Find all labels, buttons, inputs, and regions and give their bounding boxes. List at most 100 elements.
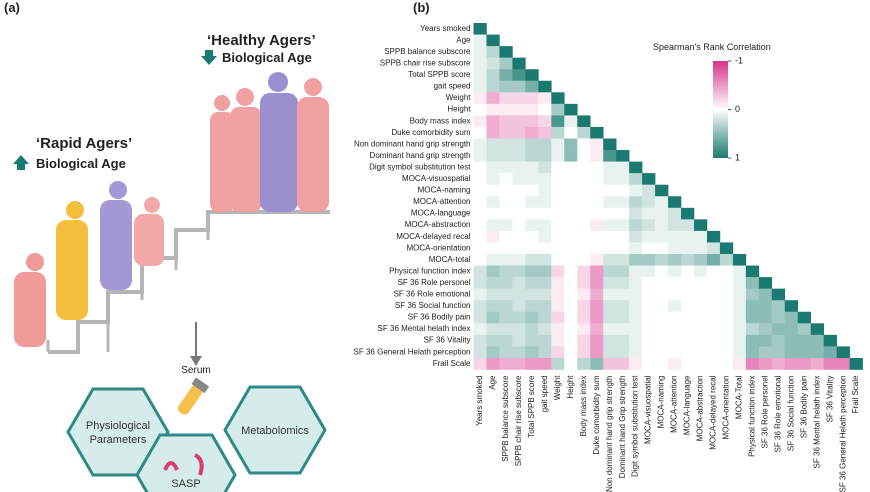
heat-cell <box>512 196 526 209</box>
row-label: SF 36 Bodily pain <box>408 313 471 322</box>
column-label: MOCA-Total <box>734 375 743 419</box>
heat-cell <box>603 242 617 255</box>
heat-cell <box>629 230 643 243</box>
heat-cell <box>668 207 682 220</box>
heat-cell <box>564 150 578 162</box>
heat-cell <box>655 265 669 278</box>
heat-cell <box>655 357 669 370</box>
heat-cell <box>590 346 604 359</box>
heat-cell <box>616 150 630 162</box>
heat-cell <box>564 288 578 301</box>
heat-cell <box>603 288 617 301</box>
heat-cell <box>525 254 539 266</box>
heat-cell <box>577 300 591 313</box>
heat-cell <box>758 323 773 336</box>
heat-cell <box>473 57 487 70</box>
heat-cell <box>655 323 669 336</box>
heat-cell <box>655 277 669 289</box>
heat-cell <box>616 219 630 232</box>
heat-cell <box>577 277 591 289</box>
heat-cell <box>499 69 513 82</box>
row-label: Body mass index <box>410 116 471 125</box>
heat-cell <box>681 219 695 232</box>
heat-cell <box>551 277 565 289</box>
heat-cell <box>810 334 824 347</box>
row-label: Age <box>456 35 471 44</box>
heat-cell <box>538 138 552 151</box>
heat-cell <box>486 357 500 370</box>
hexagon <box>223 385 327 475</box>
heat-cell <box>564 196 578 209</box>
heat-cell <box>499 115 513 128</box>
flow-arrow-head <box>190 356 202 366</box>
heat-cell <box>525 173 539 185</box>
colorbar-tick-label: 0 <box>735 104 740 114</box>
heat-cell <box>706 311 721 324</box>
heat-cell <box>564 161 578 174</box>
heat-cell <box>668 334 682 347</box>
heat-cell <box>706 288 721 301</box>
heat-cell <box>616 173 630 185</box>
heat-cell <box>486 219 500 232</box>
heat-cell <box>771 300 786 313</box>
heat-cell <box>823 346 837 359</box>
heat-cell <box>590 334 604 347</box>
heat-cell <box>551 288 565 301</box>
heat-cell <box>512 288 526 301</box>
heat-cell <box>629 311 643 324</box>
heat-cell <box>642 184 656 197</box>
heat-cell <box>810 357 824 370</box>
heat-cell <box>706 334 721 347</box>
heat-cell <box>732 334 747 347</box>
heat-cell <box>564 265 578 278</box>
heat-cell <box>577 115 591 128</box>
panel-a: (a) ‘Healthy Agers’ Biological Age ‘Rapi… <box>4 0 330 492</box>
heat-cell <box>473 92 487 105</box>
row-label: Physical function index <box>389 266 470 275</box>
heat-cell <box>564 311 578 324</box>
column-label: SF 36 Mental helath index <box>812 376 821 469</box>
column-label: MOCA-abstraction <box>696 376 705 442</box>
heat-cell <box>745 300 760 313</box>
heat-cell <box>525 311 539 324</box>
heat-cell <box>473 323 487 336</box>
heat-cell <box>706 357 721 370</box>
heat-cell <box>538 126 552 139</box>
heat-cell <box>486 254 500 266</box>
heat-cell <box>590 300 604 313</box>
heat-cell <box>473 357 487 370</box>
heat-cell <box>551 138 565 151</box>
heat-cell <box>629 277 643 289</box>
heat-cell <box>577 126 591 139</box>
colorbar-tick-label: -1 <box>735 55 743 65</box>
heat-cell <box>512 334 526 347</box>
serum-label: Serum <box>181 365 210 376</box>
heat-cell <box>655 334 669 347</box>
heat-cell <box>693 242 708 255</box>
heat-cell <box>797 323 812 336</box>
row-label: MOCA-naming <box>418 186 471 195</box>
heat-cell <box>473 69 487 82</box>
heat-cell <box>512 300 526 313</box>
heat-cell <box>693 323 708 336</box>
row-label: SF 36 Role emotional <box>394 290 471 299</box>
heat-cell <box>719 357 734 370</box>
heat-cell <box>473 288 487 301</box>
heat-cell <box>551 242 565 255</box>
heat-cell <box>629 265 643 278</box>
column-label: Digit symbol substitution test <box>631 375 640 477</box>
column-label: SPPB chair rise subscore <box>514 375 523 466</box>
heat-cell <box>603 357 617 370</box>
heat-cell <box>473 126 487 139</box>
panel-label: (a) <box>4 0 20 15</box>
heat-cell <box>473 46 487 58</box>
heat-cell <box>486 242 500 255</box>
heat-cell <box>473 207 487 220</box>
row-label: Weight <box>446 93 472 102</box>
heat-cell <box>538 80 552 93</box>
heat-cell <box>668 323 682 336</box>
heat-cell <box>538 196 552 209</box>
heat-cell <box>473 138 487 151</box>
column-label: gait speed <box>540 376 549 413</box>
heat-cell <box>681 357 695 370</box>
